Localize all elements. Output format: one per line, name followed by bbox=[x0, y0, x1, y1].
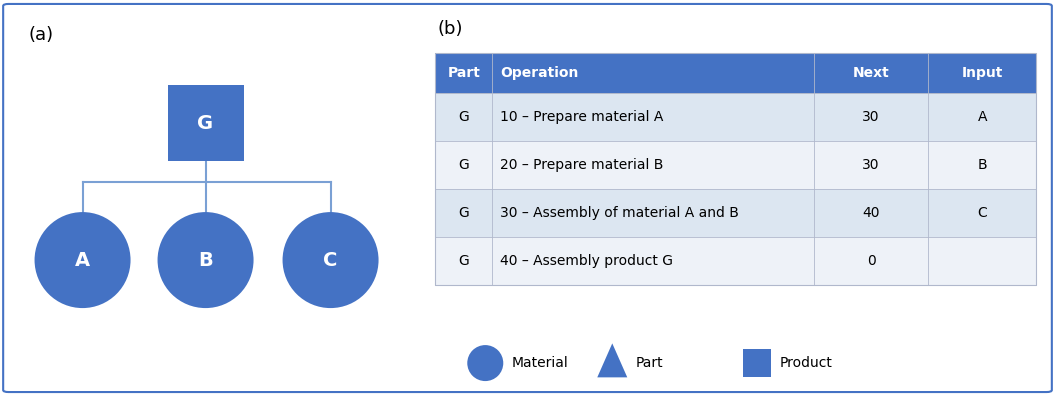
Text: C: C bbox=[324, 251, 338, 270]
Text: (a): (a) bbox=[28, 26, 54, 44]
Text: 10 – Prepare material A: 10 – Prepare material A bbox=[500, 110, 664, 124]
Text: 30 – Assembly of material A and B: 30 – Assembly of material A and B bbox=[500, 206, 740, 220]
Circle shape bbox=[283, 212, 379, 308]
Circle shape bbox=[35, 212, 131, 308]
FancyBboxPatch shape bbox=[436, 93, 1036, 141]
Text: (b): (b) bbox=[437, 20, 463, 38]
FancyBboxPatch shape bbox=[3, 4, 1052, 392]
Text: Operation: Operation bbox=[500, 66, 579, 80]
Text: B: B bbox=[978, 158, 987, 172]
Text: Next: Next bbox=[852, 66, 889, 80]
Text: 30: 30 bbox=[862, 158, 880, 172]
FancyBboxPatch shape bbox=[436, 53, 1036, 93]
Text: A: A bbox=[75, 251, 90, 270]
Text: G: G bbox=[459, 110, 469, 124]
Text: 0: 0 bbox=[867, 254, 876, 268]
Circle shape bbox=[467, 345, 503, 381]
Text: Input: Input bbox=[962, 66, 1003, 80]
Text: 20 – Prepare material B: 20 – Prepare material B bbox=[500, 158, 664, 172]
Text: 40 – Assembly product G: 40 – Assembly product G bbox=[500, 254, 673, 268]
Text: A: A bbox=[978, 110, 987, 124]
Text: Product: Product bbox=[780, 356, 832, 370]
Text: G: G bbox=[197, 114, 213, 133]
Text: Part: Part bbox=[447, 66, 480, 80]
FancyBboxPatch shape bbox=[436, 189, 1036, 237]
FancyBboxPatch shape bbox=[744, 349, 771, 377]
FancyBboxPatch shape bbox=[436, 237, 1036, 285]
Text: G: G bbox=[459, 158, 469, 172]
Text: 30: 30 bbox=[862, 110, 880, 124]
Text: C: C bbox=[978, 206, 987, 220]
Text: 40: 40 bbox=[862, 206, 880, 220]
Circle shape bbox=[157, 212, 253, 308]
Polygon shape bbox=[597, 343, 628, 377]
Text: G: G bbox=[459, 206, 469, 220]
FancyBboxPatch shape bbox=[436, 141, 1036, 189]
Text: Material: Material bbox=[512, 356, 568, 370]
Text: Part: Part bbox=[635, 356, 663, 370]
FancyBboxPatch shape bbox=[168, 85, 244, 161]
Text: B: B bbox=[198, 251, 213, 270]
Text: G: G bbox=[459, 254, 469, 268]
